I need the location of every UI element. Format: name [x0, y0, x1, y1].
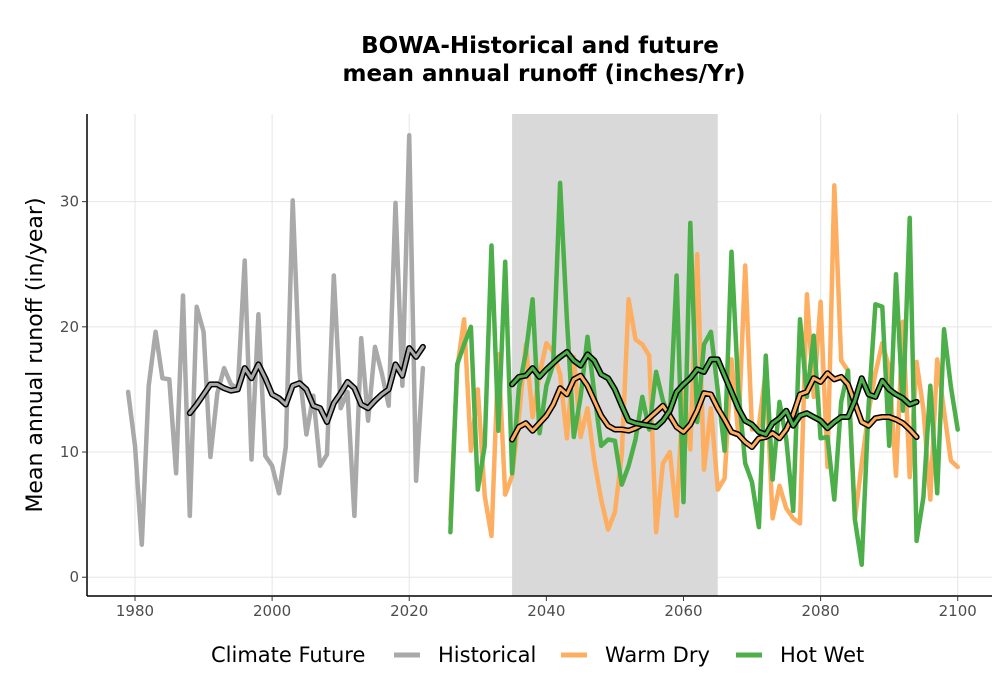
series-line-hot-wet	[448, 180, 960, 567]
legend-label-warm-dry: Warm Dry	[605, 643, 710, 667]
legend: Climate Future Historical Warm Dry Hot W…	[211, 643, 864, 667]
series-line-warm-dry	[448, 183, 960, 539]
x-tick-label: 2080	[802, 602, 840, 620]
legend-label-hot-wet: Hot Wet	[780, 643, 864, 667]
x-tick-label: 2020	[390, 602, 428, 620]
x-tick-label: 2100	[939, 602, 977, 620]
y-tick-label: 20	[60, 318, 79, 336]
smooth-line-warm-dry	[510, 371, 919, 449]
y-tick-label: 0	[69, 568, 79, 586]
series-layer	[125, 133, 960, 567]
x-tick-label: 1980	[116, 602, 154, 620]
x-tick-label: 2040	[527, 602, 565, 620]
x-tick-label: 2000	[253, 602, 291, 620]
legend-label-historical: Historical	[438, 643, 536, 667]
chart-title-line1: BOWA-Historical and future	[361, 33, 719, 59]
chart-title-line2: mean annual runoff (inches/Yr)	[342, 61, 745, 87]
smooth-line-historical	[188, 345, 425, 424]
smooth-line-hot-wet	[510, 350, 919, 436]
axes	[86, 114, 992, 597]
series-line-historical	[125, 133, 426, 547]
legend-title: Climate Future	[211, 643, 365, 667]
y-axis-label: Mean annual runoff (in/year)	[23, 197, 48, 512]
tick-labels: 1980 2000 2020 2040 2060 2080 2100 0 10 20 30	[60, 193, 977, 620]
y-tick-label: 10	[60, 443, 79, 461]
y-tick-label: 30	[60, 193, 79, 211]
x-tick-label: 2060	[664, 602, 702, 620]
